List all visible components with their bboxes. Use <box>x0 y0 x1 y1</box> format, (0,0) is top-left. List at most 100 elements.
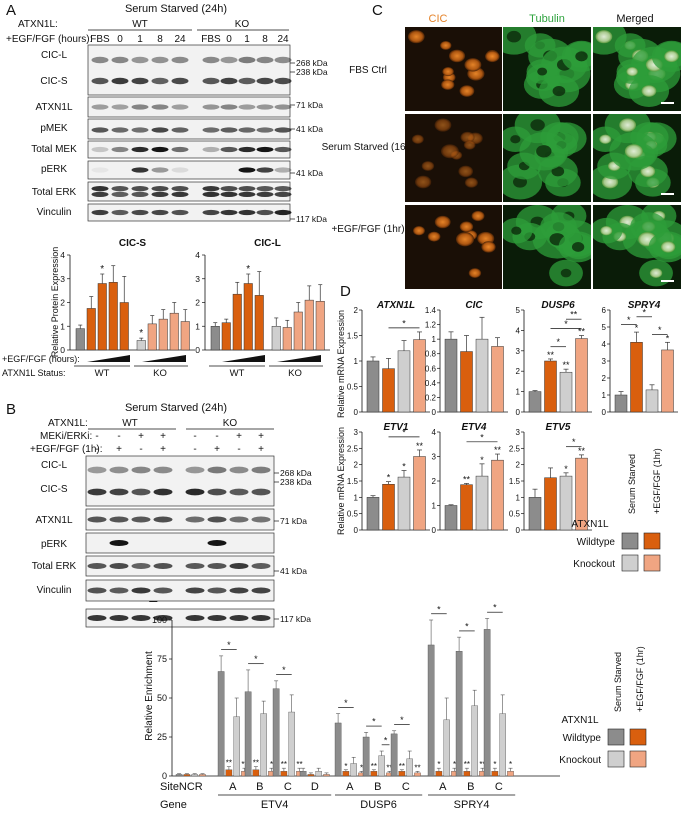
panel-e-legend-ko-serum <box>607 750 625 768</box>
sig-mark: ** <box>494 445 502 455</box>
blot-band <box>171 209 189 216</box>
panel-a-blot-strips: CIC-L CIC-S ATXN1L pMEK Total MEK pERK Total E… <box>31 44 328 224</box>
sig-mark: * <box>480 455 484 465</box>
blot-band <box>256 56 274 64</box>
blot-band <box>229 587 249 594</box>
sig-mark: * <box>360 763 363 772</box>
bar <box>398 771 406 777</box>
sig-mark: * <box>246 264 250 275</box>
blot-strip <box>85 508 275 531</box>
panel-d-ylabel-top: Relative mRNA Expression <box>336 310 346 418</box>
blot-band <box>111 146 129 153</box>
chart-title: SPRY4 <box>628 300 661 311</box>
blot-label: Vinculin <box>37 207 72 218</box>
kda-marker: 238 kDa <box>296 67 328 77</box>
meki-sign: - <box>95 431 98 442</box>
panel-d-legend-wt-egf <box>643 532 661 550</box>
tick-label: 4 <box>195 250 200 260</box>
bar <box>243 283 253 351</box>
panel-a-row-treat: +EGF/FGF (hours): <box>2 354 80 364</box>
sig-mark: * <box>564 319 568 329</box>
sig-mark: * <box>564 464 568 474</box>
blot-band <box>131 563 151 569</box>
bar <box>254 295 264 351</box>
bar <box>483 629 491 777</box>
sig-mark: * <box>139 328 143 339</box>
egf-sign: + <box>214 444 220 455</box>
blot-band <box>109 563 129 569</box>
blot-band <box>111 127 129 133</box>
status-ko: KO <box>153 368 167 379</box>
blot-strip <box>85 532 275 554</box>
blot-band <box>256 191 274 197</box>
blot-band <box>109 587 129 594</box>
sig-mark: * <box>402 462 406 472</box>
blot-band <box>238 127 256 133</box>
bar <box>475 338 489 413</box>
blot-band <box>131 77 149 85</box>
panel-a-title: Serum Starved (24h) <box>125 3 227 15</box>
sig-mark: * <box>387 473 391 483</box>
bar <box>544 360 557 413</box>
sig-mark: ** <box>578 327 586 337</box>
meki-sign: + <box>236 431 242 442</box>
bar <box>378 755 385 777</box>
sig-mark: * <box>372 717 376 727</box>
tick-label: 1.5 <box>347 332 359 341</box>
kda-marker: 268 kDa <box>280 468 312 478</box>
tick-label: 5 <box>516 306 521 315</box>
blot-label: pERK <box>41 539 67 550</box>
bar <box>169 312 179 351</box>
blot-label: pERK <box>41 164 67 175</box>
bar <box>397 350 411 413</box>
blot-band <box>274 191 292 197</box>
site-label: D <box>311 781 319 793</box>
blot-band <box>238 191 256 197</box>
panel-a-ko-label: KO <box>235 19 250 30</box>
tick-label: 0.2 <box>425 393 437 402</box>
blot-band <box>153 488 173 496</box>
blot-strip <box>85 555 275 577</box>
panel-e-ylabel: Relative Enrichment <box>144 651 155 741</box>
blot-band <box>202 209 220 216</box>
blot-label: CIC-L <box>41 50 68 61</box>
blot-label: CIC-L <box>41 460 68 471</box>
site-label: NCR <box>179 781 203 793</box>
bar <box>342 771 350 777</box>
tick-label: 0 <box>354 408 359 417</box>
status-ko: KO <box>288 368 302 379</box>
panel-a-ylabel: Relative Protein Expression <box>50 247 60 358</box>
sig-mark: * <box>493 760 496 769</box>
bar <box>350 763 357 777</box>
tick-label: 0 <box>195 345 200 355</box>
tick-label: 1.5 <box>347 477 359 486</box>
sig-mark: ** <box>371 762 377 771</box>
tick-label: 0.5 <box>347 510 359 519</box>
bar <box>282 327 292 351</box>
blot-band <box>91 209 109 216</box>
chart-title: DUSP6 <box>541 300 575 311</box>
sig-mark: * <box>642 307 646 317</box>
blot-band <box>151 56 169 64</box>
lane-label: FBS <box>90 34 110 45</box>
bar <box>199 774 206 777</box>
blot-band <box>91 127 109 133</box>
blot-band <box>229 466 249 474</box>
tick-label: 0 <box>516 526 521 535</box>
sig-mark: ** <box>226 759 232 768</box>
gene-label: ETV4 <box>261 799 289 811</box>
site-label: B <box>256 781 263 793</box>
kda-marker: 117 kDa <box>280 614 311 624</box>
blot-band <box>171 127 189 133</box>
bar <box>299 771 307 777</box>
bar <box>136 340 146 351</box>
sig-mark: ** <box>399 762 405 771</box>
meki-sign: + <box>138 431 144 442</box>
tick-label: 5 <box>602 323 607 332</box>
blot-band <box>256 77 274 85</box>
bar <box>460 484 473 531</box>
bar <box>475 475 489 531</box>
tick-label: 3 <box>602 357 607 366</box>
blot-band <box>251 516 271 523</box>
